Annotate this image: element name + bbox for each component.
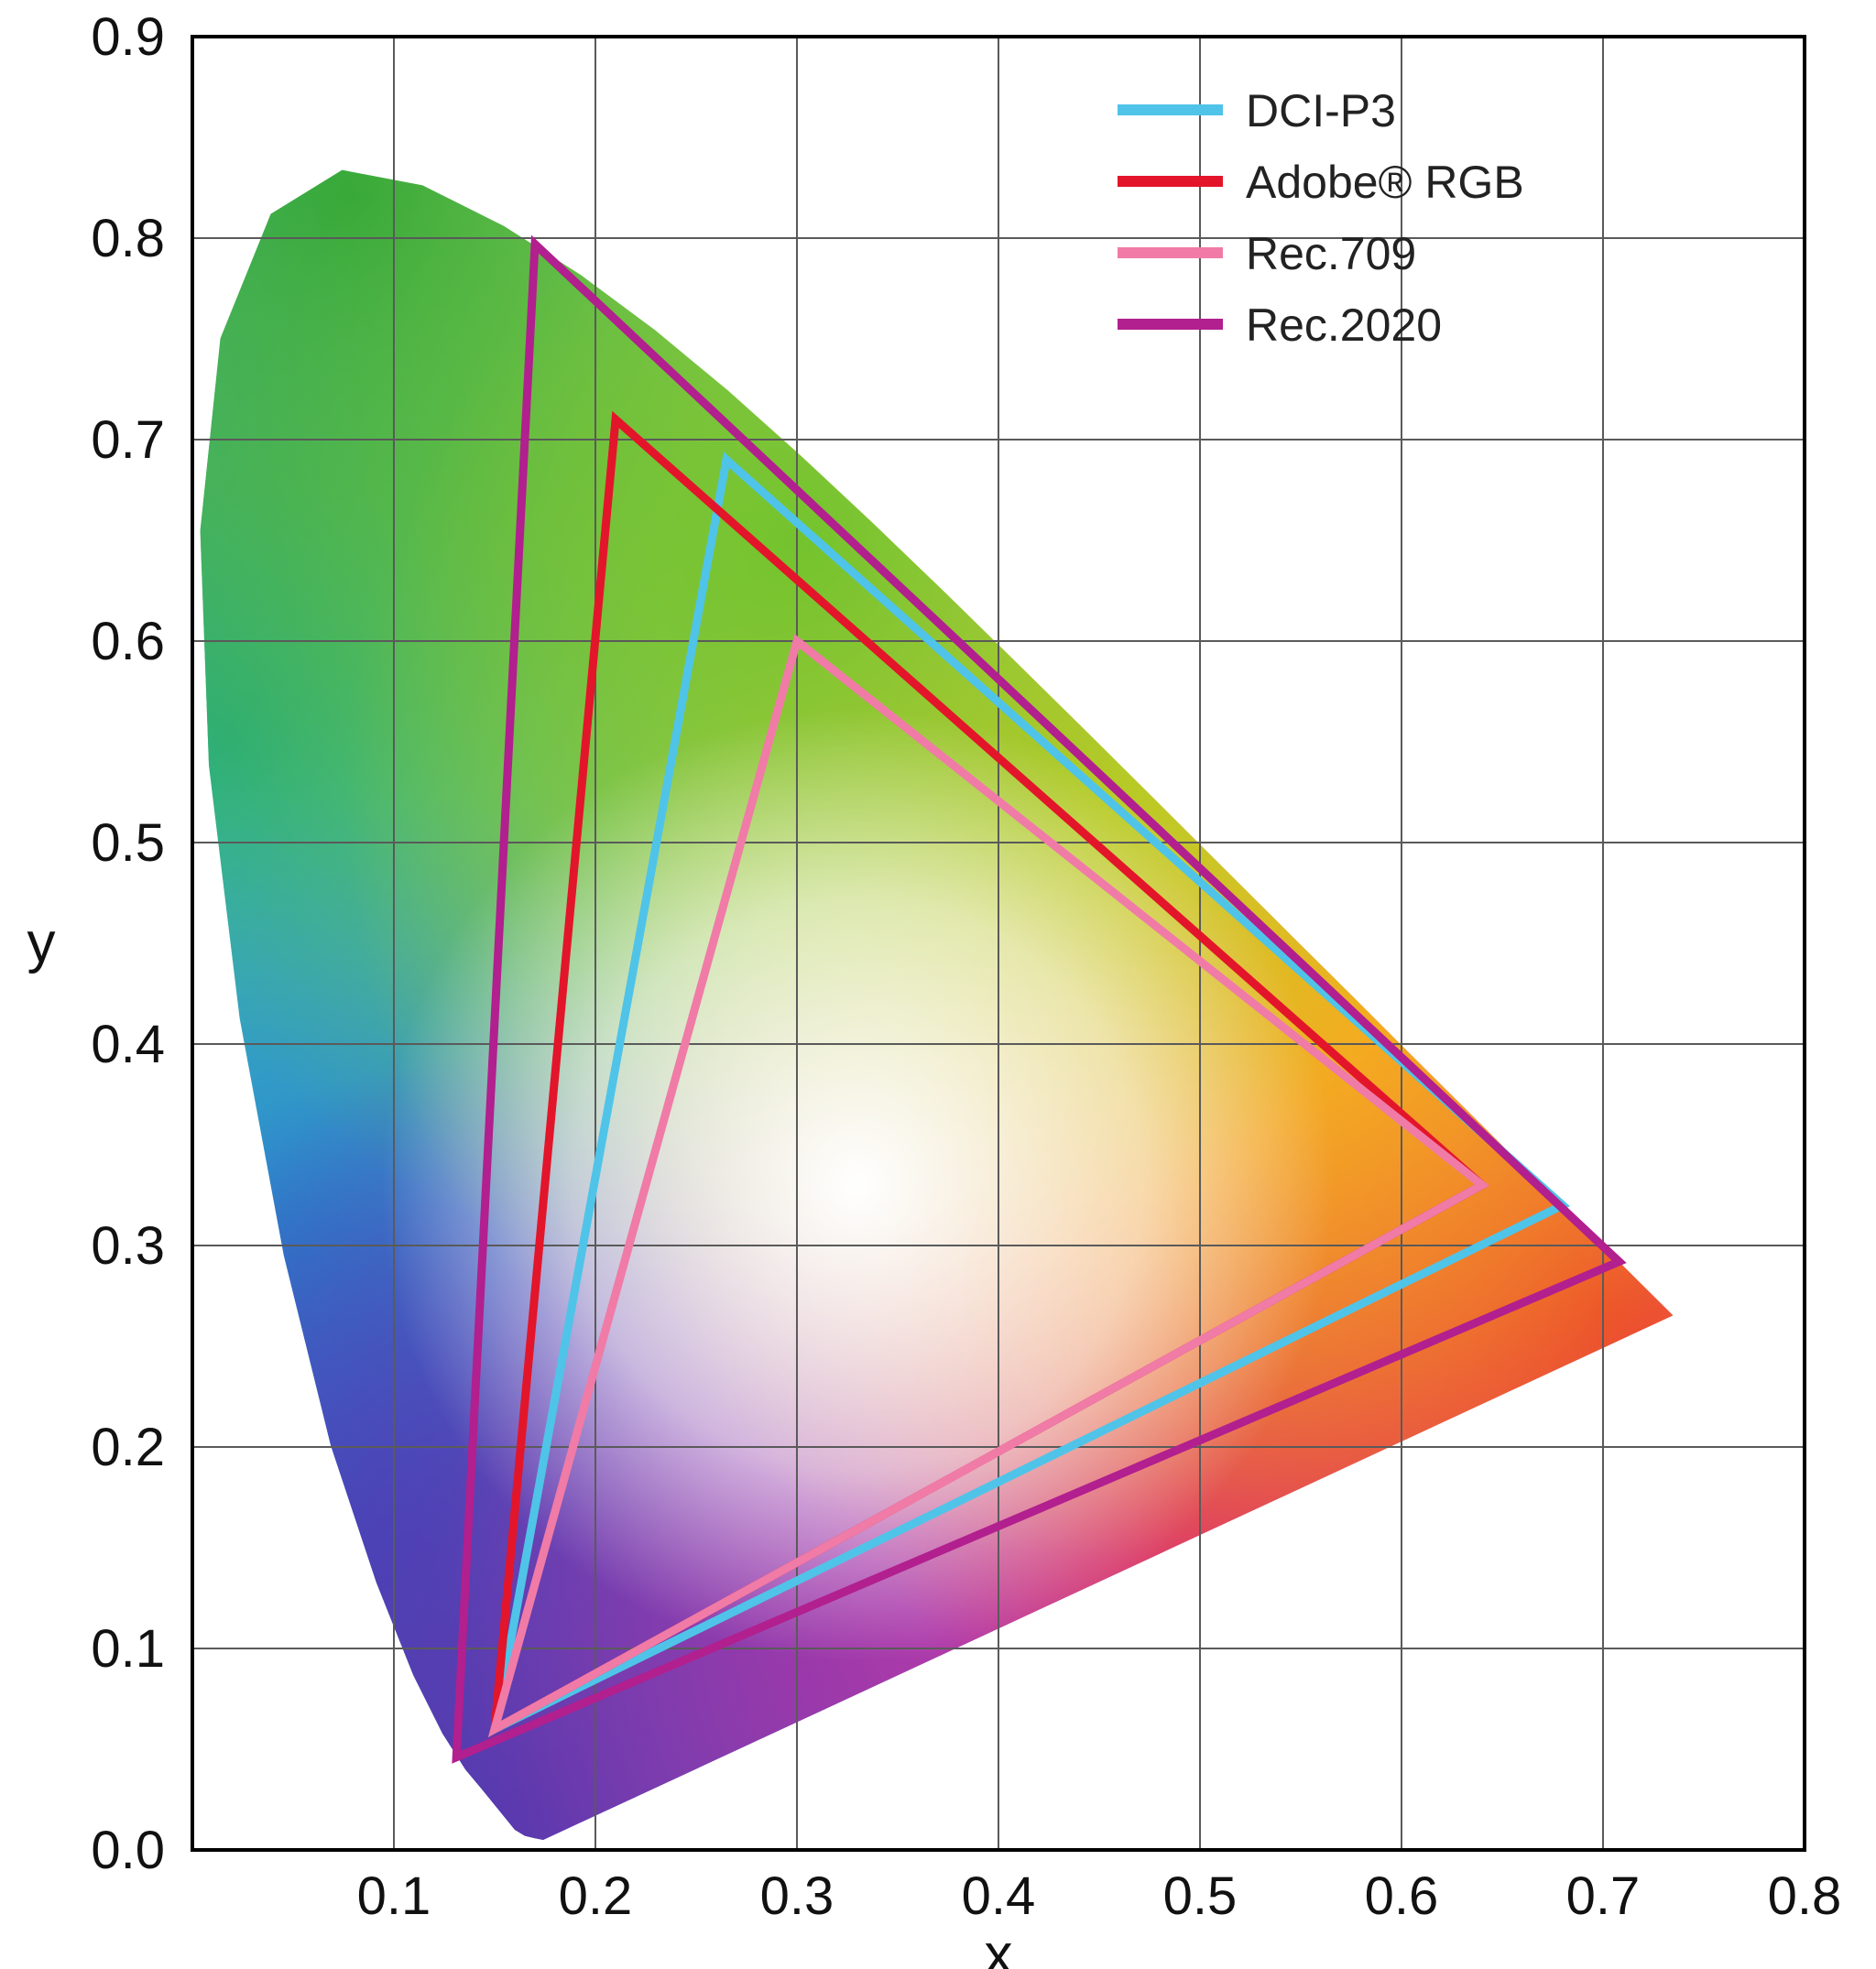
x-tick-label: 0.2 <box>559 1866 633 1926</box>
x-tick-label: 0.6 <box>1365 1866 1439 1926</box>
y-axis-label: y <box>27 911 56 974</box>
legend-label: Rec.709 <box>1246 228 1416 279</box>
y-tick-label: 0.7 <box>91 410 165 470</box>
y-tick-label: 0.5 <box>91 813 165 873</box>
x-tick-label: 0.4 <box>962 1866 1036 1926</box>
x-tick-label: 0.1 <box>357 1866 431 1926</box>
x-axis-label: x <box>985 1923 1013 1969</box>
legend-label: Rec.2020 <box>1246 299 1442 351</box>
legend: DCI-P3 Adobe® RGB Rec.709 Rec.2020 <box>1118 85 1524 351</box>
y-tick-label: 0.8 <box>91 209 165 268</box>
y-tick-label: 0.0 <box>91 1821 165 1880</box>
x-tick-label: 0.3 <box>760 1866 834 1926</box>
y-tick-label: 0.9 <box>91 7 165 67</box>
y-tick-label: 0.2 <box>91 1418 165 1477</box>
x-tick-label: 0.7 <box>1566 1866 1641 1926</box>
x-tick-label: 0.5 <box>1163 1866 1238 1926</box>
chromaticity-chart: 0.1 0.2 0.3 0.4 0.5 0.6 0.7 0.8 0.0 0.1 0.2 0.3 0.4 0… <box>0 0 1876 1969</box>
x-tick-label: 0.8 <box>1768 1866 1842 1926</box>
y-tick-label: 0.6 <box>91 612 165 671</box>
y-tick-label: 0.1 <box>91 1619 165 1679</box>
legend-label: DCI-P3 <box>1246 85 1396 136</box>
y-tick-label: 0.3 <box>91 1216 165 1276</box>
legend-label: Adobe® RGB <box>1246 157 1524 208</box>
y-tick-label: 0.4 <box>91 1015 165 1074</box>
